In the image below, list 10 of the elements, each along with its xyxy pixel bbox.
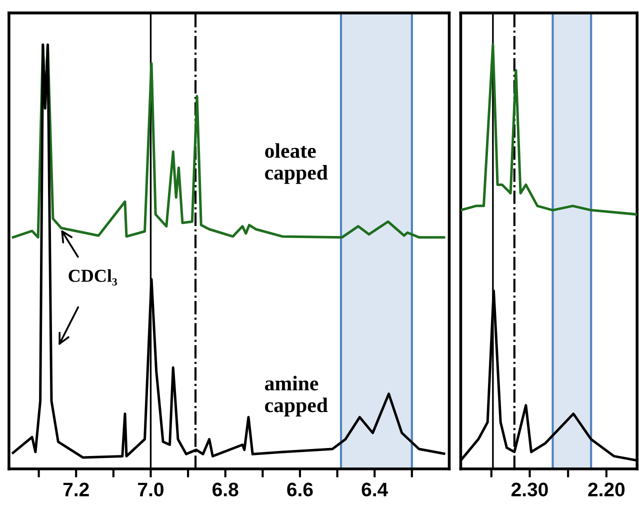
annotation: amine capped: [264, 376, 328, 416]
x-tick-label: 6.4: [362, 482, 388, 496]
annotation: CDCl₃: [68, 269, 117, 286]
x-tick-label: 6.6: [287, 482, 313, 496]
x-tick-label: 2.30: [511, 482, 548, 496]
annotation: oleate capped: [265, 143, 328, 184]
x-tick-label: 6.8: [212, 482, 238, 496]
x-tick-label: 2.20: [588, 482, 625, 496]
x-tick-label: 7.2: [63, 482, 89, 496]
x-tick-label: 7.0: [138, 482, 164, 496]
